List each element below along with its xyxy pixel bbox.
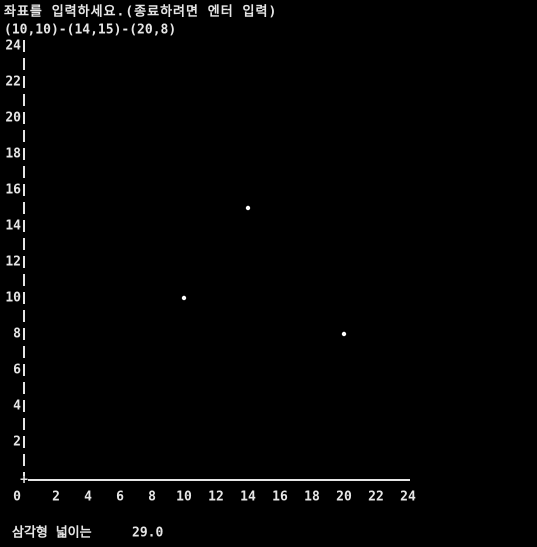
x-tick-label: 16: [272, 490, 288, 505]
x-tick-label: 12: [208, 490, 224, 505]
y-tick-label: 20: [5, 111, 21, 126]
x-tick-label: 20: [336, 490, 352, 505]
x-tick-label: 22: [368, 490, 384, 505]
point: [341, 331, 347, 337]
point: [245, 205, 251, 211]
y-tick-label: 14: [5, 219, 21, 234]
input: (10,10)-(14,15)-(20,8): [4, 23, 176, 38]
prompt: 좌표를 입력하세요.(종료하려면 엔터 입력): [4, 4, 277, 20]
y-tick-label: 12: [5, 255, 21, 270]
result-label: 삼각형 넓이는: [12, 525, 92, 541]
x-tick-label: 18: [304, 490, 320, 505]
y-tick-label: 16: [5, 183, 21, 198]
y-tick-label: 22: [5, 75, 21, 90]
axis-origin: +: [20, 473, 28, 488]
y-tick-label: 18: [5, 147, 21, 162]
y-tick-label: 4: [13, 399, 21, 414]
x-tick-label: 14: [240, 490, 256, 505]
y-tick-label: 2: [13, 435, 21, 450]
x-tick-label: 2: [52, 490, 60, 505]
x-tick-label: 0: [13, 490, 21, 505]
x-tick-label: 24: [400, 490, 416, 505]
x-tick-label: 6: [116, 490, 124, 505]
y-tick-label: 10: [5, 291, 21, 306]
point: [181, 295, 187, 301]
x-tick-label: 8: [148, 490, 156, 505]
y-tick-label: 6: [13, 363, 21, 378]
y-tick-label: 8: [13, 327, 21, 342]
result-value: 29.0: [132, 526, 163, 541]
x-tick-label: 10: [176, 490, 192, 505]
y-tick-label: 24: [5, 39, 21, 54]
x-tick-label: 4: [84, 490, 92, 505]
